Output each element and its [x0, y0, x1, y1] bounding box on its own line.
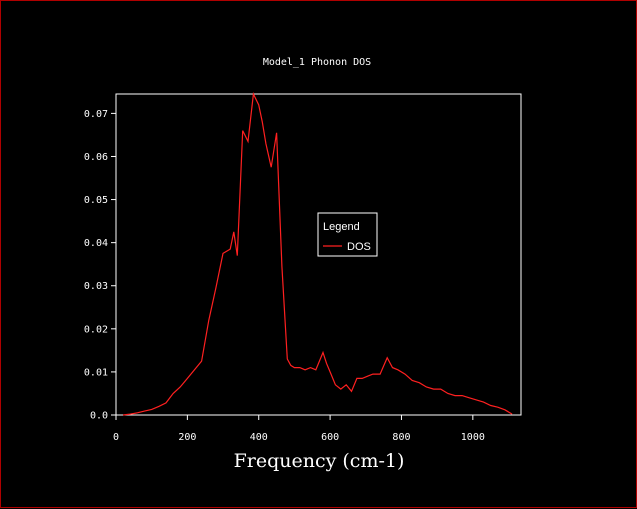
x-tick-label: 800 — [392, 432, 410, 443]
y-tick-label: 0.06 — [84, 152, 108, 163]
y-tick-label: 0.05 — [84, 195, 108, 206]
x-axis: 0 200 400 600 800 1000 — [113, 415, 485, 443]
chart-title: Model_1 Phonon DOS — [263, 57, 371, 68]
x-tick-label: 0 — [113, 432, 119, 443]
y-tick-label: 0.03 — [84, 281, 108, 292]
legend-title: Legend — [323, 221, 360, 233]
y-axis: 0.0 0.01 0.02 0.03 0.04 0.05 0.06 0.07 — [84, 109, 116, 422]
series-line-dos — [123, 91, 513, 416]
legend: Legend DOS — [317, 212, 378, 257]
plot-area-frame — [115, 93, 522, 416]
legend-box — [317, 212, 378, 257]
x-tick-label: 200 — [178, 432, 196, 443]
x-tick-label: 600 — [321, 432, 339, 443]
y-tick-label: 0.04 — [84, 238, 108, 249]
y-tick-label: 0.02 — [84, 324, 108, 335]
y-tick-label: 0.0 — [90, 411, 108, 422]
legend-entry-dos: DOS — [347, 241, 371, 253]
x-axis-label: Frequency (cm-1) — [234, 450, 405, 472]
x-tick-label: 1000 — [461, 432, 485, 443]
y-tick-label: 0.01 — [84, 367, 108, 378]
x-tick-label: 400 — [250, 432, 268, 443]
y-tick-label: 0.07 — [84, 109, 108, 120]
